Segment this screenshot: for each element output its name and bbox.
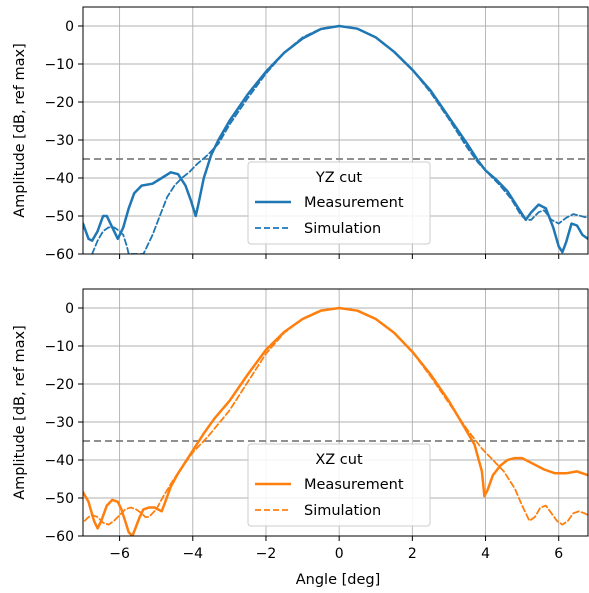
yz-y-tick-label: −10 — [44, 57, 74, 73]
xz-plot-frame — [82, 288, 589, 537]
xz-y-tick-label: 0 — [65, 301, 74, 317]
xz-x-tick-label: 0 — [335, 546, 344, 562]
yz-legend-title: YZ cut — [315, 170, 363, 186]
yz-lines — [83, 24, 588, 254]
xz-x-tick-label: 4 — [481, 546, 490, 562]
xz-x-ticks: −6 −4 −2 0 2 4 6 — [109, 536, 563, 562]
xz-y-tick-label: −50 — [44, 491, 74, 507]
xz-x-tick-label: 6 — [554, 546, 563, 562]
xz-y-tick-label: −10 — [44, 339, 74, 355]
yz-y-tick-label: 0 — [65, 19, 74, 35]
yz-plot-frame — [82, 6, 589, 255]
yz-y-tick-label: −60 — [44, 247, 74, 263]
xz-legend-measurement-label: Measurement — [304, 477, 404, 493]
xz-legend-simulation-label: Simulation — [304, 503, 381, 519]
xz-x-tick-label: −2 — [256, 546, 277, 562]
xz-y-tick-label: −60 — [44, 529, 74, 545]
xz-legend-title: XZ cut — [315, 452, 363, 468]
yz-legend: YZ cut Measurement Simulation — [247, 161, 431, 245]
xz-simulation-line — [83, 307, 588, 526]
xz-legend: XZ cut Measurement Simulation — [247, 443, 431, 527]
xz-y-ticks: 0 −10 −20 −30 −40 −50 −60 — [44, 301, 83, 545]
xz-x-tick-label: 2 — [408, 546, 417, 562]
yz-x-ticks — [119, 254, 560, 259]
xz-measurement-line — [83, 306, 588, 536]
xz-y-tick-label: −30 — [44, 415, 74, 431]
yz-legend-simulation-label: Simulation — [304, 221, 381, 237]
yz-y-ticks: 0 −10 −20 −30 −40 −50 −60 — [44, 19, 83, 263]
xz-panel: −6 −4 −2 0 2 4 6 0−10−20−30−40−50−60 Amplitude… — [12, 288, 589, 588]
xz-x-axis-label: Angle [deg] — [296, 572, 381, 588]
xz-y-tick-label: −40 — [44, 453, 74, 469]
xz-y-tick-label: −20 — [44, 377, 74, 393]
yz-simulation-line — [91, 25, 588, 254]
xz-x-tick-label: −4 — [182, 546, 203, 562]
yz-y-tick-label: −40 — [44, 171, 74, 187]
yz-y-tick-label: −20 — [44, 95, 74, 111]
yz-legend-box — [247, 161, 431, 245]
yz-y-axis-label: Amplitude [dB, ref max] — [12, 43, 28, 217]
xz-lines — [83, 306, 588, 536]
xz-x-tick-label: −6 — [109, 546, 130, 562]
yz-legend-measurement-label: Measurement — [304, 195, 404, 211]
yz-panel: 0 −10 −20 −30 −40 −50 −60 Amplitude [dB, ref m… — [12, 6, 589, 263]
xz-legend-box — [247, 443, 431, 527]
yz-y-tick-label: −50 — [44, 209, 74, 225]
xz-y-axis-label: Amplitude [dB, ref max] — [12, 325, 28, 499]
yz-y-tick-label: −30 — [44, 133, 74, 149]
